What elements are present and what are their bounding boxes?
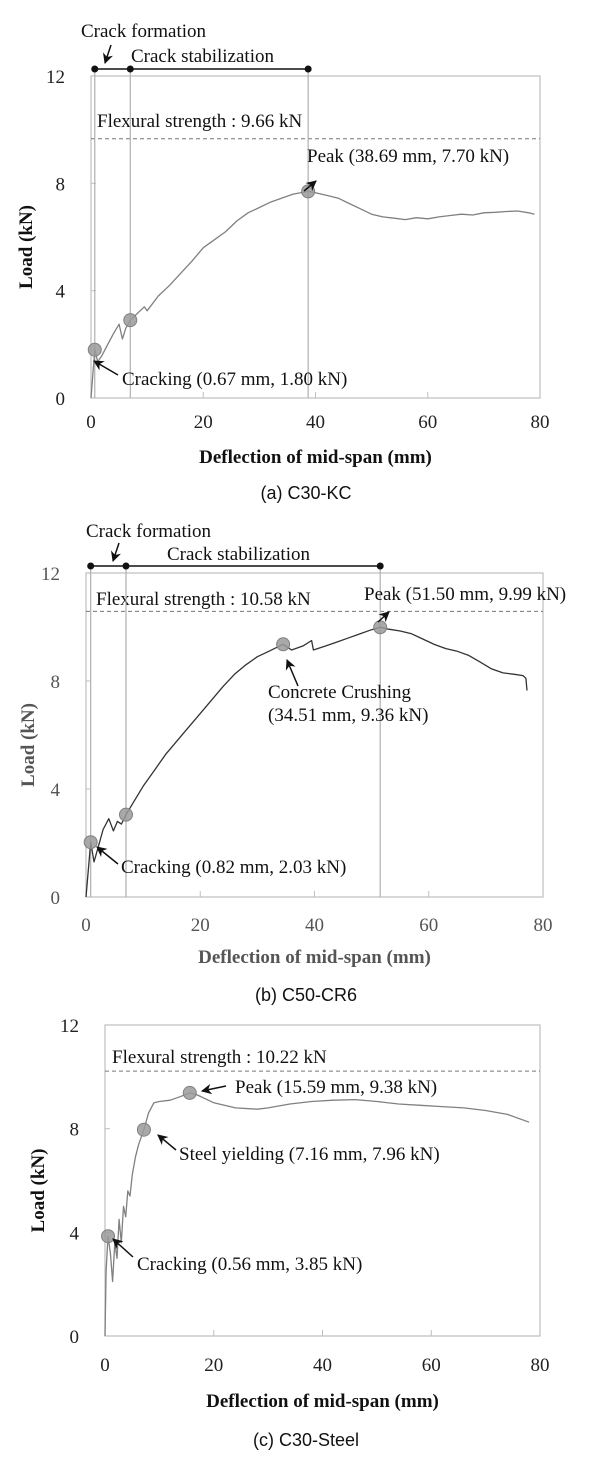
stage-dot bbox=[304, 65, 312, 73]
x-axis-label: Deflection of mid-span (mm) bbox=[199, 447, 432, 468]
y-tick-label: 8 bbox=[56, 174, 66, 195]
event-marker bbox=[373, 620, 388, 635]
stage-dot bbox=[126, 65, 134, 73]
flexural-strength-label: Flexural strength : 10.22 kN bbox=[112, 1047, 327, 1068]
x-tick-label: 80 bbox=[534, 915, 553, 936]
annotation-arrow bbox=[200, 1083, 227, 1095]
annotation-arrow bbox=[377, 611, 390, 623]
y-tick-label: 12 bbox=[41, 564, 60, 585]
stage-label: Crack stabilization bbox=[131, 46, 274, 67]
event-marker bbox=[101, 1229, 116, 1244]
x-tick-label: 60 bbox=[418, 412, 437, 433]
annotation-label: Steel yielding (7.16 mm, 7.96 kN) bbox=[179, 1144, 440, 1165]
event-marker bbox=[83, 835, 98, 850]
plot-frame bbox=[85, 572, 544, 898]
flexural-strength-label: Flexural strength : 10.58 kN bbox=[96, 589, 311, 610]
x-axis-label: Deflection of mid-span (mm) bbox=[206, 1391, 439, 1412]
x-tick-label: 20 bbox=[204, 1355, 223, 1376]
x-tick-label: 40 bbox=[313, 1355, 332, 1376]
event-marker bbox=[182, 1085, 197, 1100]
crack-formation-arrow bbox=[111, 542, 121, 562]
annotation-arrow bbox=[96, 846, 119, 865]
annotation-arrow bbox=[93, 360, 119, 376]
panel-caption: (c) C30-Steel bbox=[253, 1430, 359, 1450]
y-axis-label: Load (kN) bbox=[18, 703, 39, 787]
y-tick-label: 8 bbox=[70, 1120, 80, 1141]
stage-label: Crack stabilization bbox=[167, 544, 310, 565]
annotation-arrow bbox=[303, 180, 317, 192]
annotation-label: Peak (38.69 mm, 7.70 kN) bbox=[307, 146, 509, 167]
y-tick-label: 12 bbox=[60, 1016, 79, 1037]
plot-frame bbox=[104, 1024, 541, 1337]
x-tick-label: 80 bbox=[531, 412, 550, 433]
x-tick-label: 0 bbox=[100, 1355, 110, 1376]
panel-caption: (b) C50-CR6 bbox=[255, 985, 357, 1005]
annotation-label: Cracking (0.82 mm, 2.03 kN) bbox=[121, 857, 346, 878]
x-tick-label: 20 bbox=[194, 412, 213, 433]
stage-dot bbox=[91, 65, 99, 73]
annotation-label: Cracking (0.67 mm, 1.80 kN) bbox=[122, 369, 347, 390]
annotation-label: Peak (15.59 mm, 9.38 kN) bbox=[235, 1077, 437, 1098]
stage-label: Crack formation bbox=[86, 521, 212, 542]
y-tick-label: 0 bbox=[56, 389, 66, 410]
y-tick-label: 12 bbox=[46, 67, 65, 88]
load-deflection-curve bbox=[90, 190, 535, 399]
stage-dot bbox=[122, 562, 130, 570]
y-tick-label: 0 bbox=[51, 888, 61, 909]
y-tick-label: 4 bbox=[56, 282, 66, 303]
x-tick-label: 40 bbox=[306, 412, 325, 433]
event-marker bbox=[118, 807, 133, 822]
x-tick-label: 60 bbox=[422, 1355, 441, 1376]
annotation-arrow bbox=[157, 1134, 177, 1151]
event-marker bbox=[123, 313, 138, 328]
panel-a-c30-kc: 0 20 40 60 80 0 4 8 12 Deflection of mid-span (mm… bbox=[16, 21, 550, 503]
x-tick-label: 40 bbox=[305, 915, 324, 936]
stage-label: Crack formation bbox=[81, 21, 207, 42]
annotation-label: Concrete Crushing bbox=[268, 682, 412, 703]
annotation-arrow bbox=[285, 659, 299, 687]
load-deflection-curve bbox=[85, 626, 528, 898]
annotation-label-line2: (34.51 mm, 9.36 kN) bbox=[268, 705, 428, 726]
x-tick-label: 80 bbox=[531, 1355, 550, 1376]
crack-formation-arrow bbox=[103, 44, 113, 64]
stage-dot bbox=[376, 562, 384, 570]
y-axis-label: Load (kN) bbox=[28, 1149, 49, 1233]
panel-c-c30-steel: 0 20 40 60 80 0 4 8 12 Deflection of mid-span (mm… bbox=[28, 1016, 550, 1450]
x-tick-label: 20 bbox=[191, 915, 210, 936]
event-marker bbox=[276, 637, 291, 652]
annotation-arrow bbox=[112, 1238, 134, 1258]
x-tick-label: 0 bbox=[81, 915, 91, 936]
event-marker bbox=[136, 1122, 151, 1137]
x-tick-label: 0 bbox=[86, 412, 96, 433]
x-axis-label: Deflection of mid-span (mm) bbox=[198, 947, 431, 968]
annotation-label: Peak (51.50 mm, 9.99 kN) bbox=[364, 584, 566, 605]
y-tick-label: 0 bbox=[70, 1327, 80, 1348]
stage-dot bbox=[87, 562, 95, 570]
event-marker bbox=[87, 342, 102, 357]
flexural-strength-label: Flexural strength : 9.66 kN bbox=[97, 111, 303, 132]
panel-caption: (a) C30-KC bbox=[260, 483, 351, 503]
annotation-label: Cracking (0.56 mm, 3.85 kN) bbox=[137, 1254, 362, 1275]
x-tick-label: 60 bbox=[419, 915, 438, 936]
y-tick-label: 4 bbox=[51, 780, 61, 801]
y-tick-label: 8 bbox=[51, 672, 61, 693]
y-tick-label: 4 bbox=[70, 1223, 80, 1244]
panel-b-c50-cr6: 0 20 40 60 80 0 4 8 12 Deflection of mid-span (mm… bbox=[18, 521, 566, 1005]
load-deflection-curve bbox=[104, 1092, 530, 1337]
y-axis-label: Load (kN) bbox=[16, 205, 37, 289]
